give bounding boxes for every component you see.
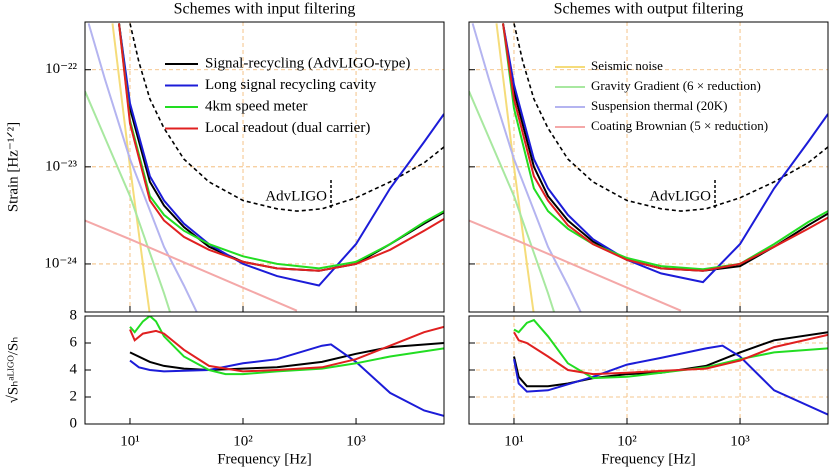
y-tick-label: 10⁻²² bbox=[45, 61, 77, 77]
x-tick-label: 10¹ bbox=[120, 433, 140, 449]
annotation: AdvLIGO bbox=[265, 188, 327, 204]
x-tick-label: 10² bbox=[233, 433, 253, 449]
x-axis-label: Frequency [Hz] bbox=[217, 451, 312, 467]
plot-frame bbox=[84, 21, 445, 313]
panel-title: Schemes with output filtering bbox=[554, 1, 744, 18]
y-axis-label: √Sₕᵃᴸᴵᴳᴼ/Sₕ bbox=[5, 337, 21, 404]
y-axis-label: Strain [Hz⁻¹ᐟ²] bbox=[5, 122, 21, 212]
x-tick-label: 10² bbox=[617, 433, 637, 449]
series-line bbox=[118, 23, 444, 272]
y-tick-label: 8 bbox=[70, 307, 78, 323]
plot-area bbox=[129, 316, 444, 417]
series-line bbox=[129, 23, 444, 212]
series-line bbox=[87, 23, 198, 312]
legend-label: Coating Brownian (5 × reduction) bbox=[591, 118, 768, 133]
series-line bbox=[513, 331, 828, 376]
y-tick-label: 10⁻²⁴ bbox=[44, 255, 77, 271]
y-tick-label: 0 bbox=[70, 415, 78, 431]
legend-label: Suspension thermal (20K) bbox=[591, 98, 727, 113]
series-line bbox=[502, 23, 828, 271]
x-axis-label: Frequency [Hz] bbox=[601, 451, 696, 467]
x-tick-label: 10³ bbox=[346, 433, 366, 449]
legend-label: 4km speed meter bbox=[205, 98, 307, 114]
y-tick-label: 6 bbox=[70, 334, 78, 350]
series-line bbox=[118, 23, 444, 270]
plot-area bbox=[85, 23, 444, 312]
x-tick-label: 10¹ bbox=[504, 433, 524, 449]
series-line bbox=[129, 342, 444, 372]
legend-label: Gravity Gradient (6 × reduction) bbox=[591, 78, 761, 93]
series-line bbox=[85, 219, 298, 312]
legend-label: Signal-recycling (AdvLIGO-type) bbox=[205, 55, 410, 71]
panel-title: Schemes with input filtering bbox=[174, 1, 356, 18]
plot-frame bbox=[84, 315, 445, 425]
y-tick-label: 2 bbox=[70, 388, 78, 404]
legend-label: Long signal recycling cavity bbox=[205, 77, 377, 93]
legend-label: Local readout (dual carrier) bbox=[205, 120, 370, 136]
y-tick-label: 4 bbox=[70, 361, 78, 377]
series-line bbox=[129, 325, 444, 373]
series-line bbox=[118, 23, 444, 287]
plot-frame bbox=[468, 315, 829, 425]
series-line bbox=[513, 318, 828, 380]
plot-area bbox=[469, 23, 828, 312]
series-line bbox=[85, 90, 172, 312]
x-tick-label: 10³ bbox=[730, 433, 750, 449]
series-line bbox=[471, 23, 582, 312]
series-line bbox=[502, 23, 828, 272]
legend-label: Seismic noise bbox=[591, 58, 663, 73]
series-line bbox=[469, 90, 556, 312]
plot-area bbox=[513, 318, 828, 416]
series-line bbox=[513, 23, 828, 212]
series-line bbox=[469, 219, 682, 312]
series-line bbox=[502, 23, 828, 272]
series-line bbox=[129, 343, 444, 417]
plot-frame bbox=[468, 21, 829, 313]
series-line bbox=[129, 316, 444, 376]
series-line bbox=[513, 344, 828, 416]
series-line bbox=[513, 331, 828, 388]
annotation: AdvLIGO bbox=[649, 188, 711, 204]
y-tick-label: 10⁻²³ bbox=[45, 158, 77, 174]
